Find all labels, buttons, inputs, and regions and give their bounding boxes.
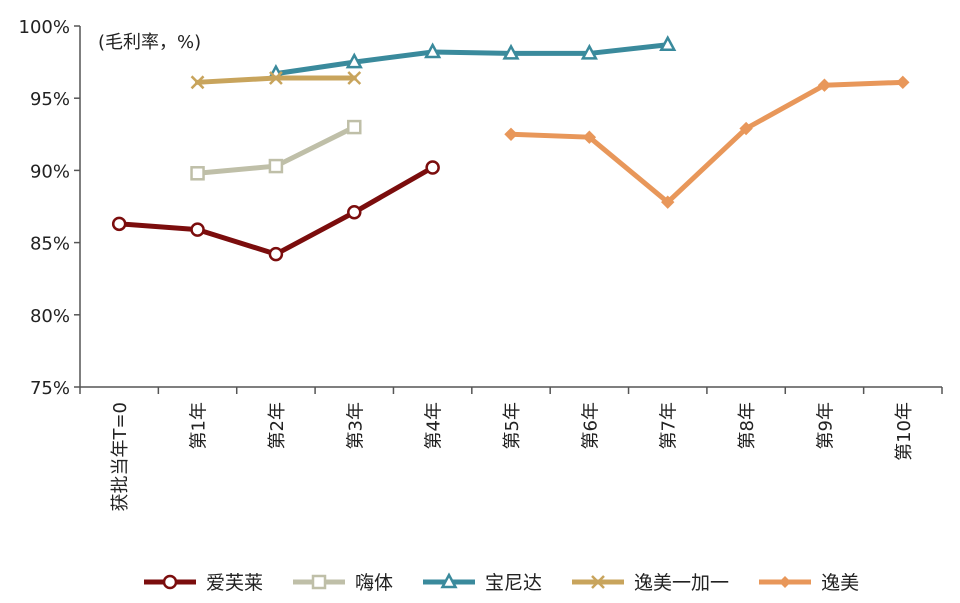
data-point [268,158,284,174]
x-tick-label: 第4年 [424,402,445,449]
legend-item: 逸美 [755,568,859,595]
data-point [582,130,597,144]
data-point [817,78,832,92]
data-point [739,121,753,136]
data-point [190,75,205,90]
series-line-3 [273,42,671,77]
data-point [896,75,910,90]
series-line-5 [508,79,906,205]
legend: 爱芙莱 嗨体 宝尼达 逸美一加一 逸美 [140,568,859,595]
legend-label: 逸美一加一 [634,572,730,594]
legend-label: 宝尼达 [485,572,543,594]
data-point [504,127,518,142]
data-point [111,216,127,232]
data-point [347,205,362,220]
data-point [425,160,440,175]
x-tick-label: 第1年 [189,402,210,449]
legend-label: 爱芙莱 [206,572,264,594]
legend-swatch [293,574,346,589]
unit-label: (毛利率，%) [98,32,202,53]
y-tick-label: 90% [30,161,70,182]
legend-swatch [144,574,196,589]
legend-swatch [572,574,625,589]
data-point [502,43,520,60]
y-tick-label: 85% [30,234,70,255]
series-line-1 [116,165,436,257]
x-tick-label: 第10年 [894,402,915,461]
data-point [268,246,284,262]
data-point [580,43,598,60]
legend-label: 嗨体 [355,572,394,594]
data-point [347,119,362,135]
legend-swatch [759,575,812,588]
x-tick-label: 获批当年T=0 [110,402,131,512]
y-tick-label: 95% [30,89,70,110]
data-point [424,42,442,59]
x-tick-label: 第7年 [659,402,680,449]
x-tick-label: 第2年 [267,402,288,449]
data-point [345,52,363,69]
x-tick-label: 第5年 [502,402,523,449]
legend-item: 逸美一加一 [568,568,729,595]
y-tick-label: 80% [30,306,70,327]
legend-item: 爱芙莱 [140,568,263,595]
legend-item: 宝尼达 [419,568,542,595]
data-point [269,71,283,85]
data-point [190,166,205,181]
legend-item: 嗨体 [289,568,393,595]
y-tick-label: 75% [30,378,70,399]
y-tick-label: 100% [19,17,70,38]
data-point [347,71,362,85]
legend-swatch [423,571,476,588]
data-point [190,222,205,237]
data-point [659,35,677,52]
x-tick-label: 第6年 [580,402,601,449]
data-point [661,195,675,209]
x-tick-label: 第9年 [815,402,836,449]
x-tick-label: 第3年 [345,402,366,449]
x-tick-label: 第8年 [737,402,758,449]
legend-label: 逸美 [821,572,860,594]
